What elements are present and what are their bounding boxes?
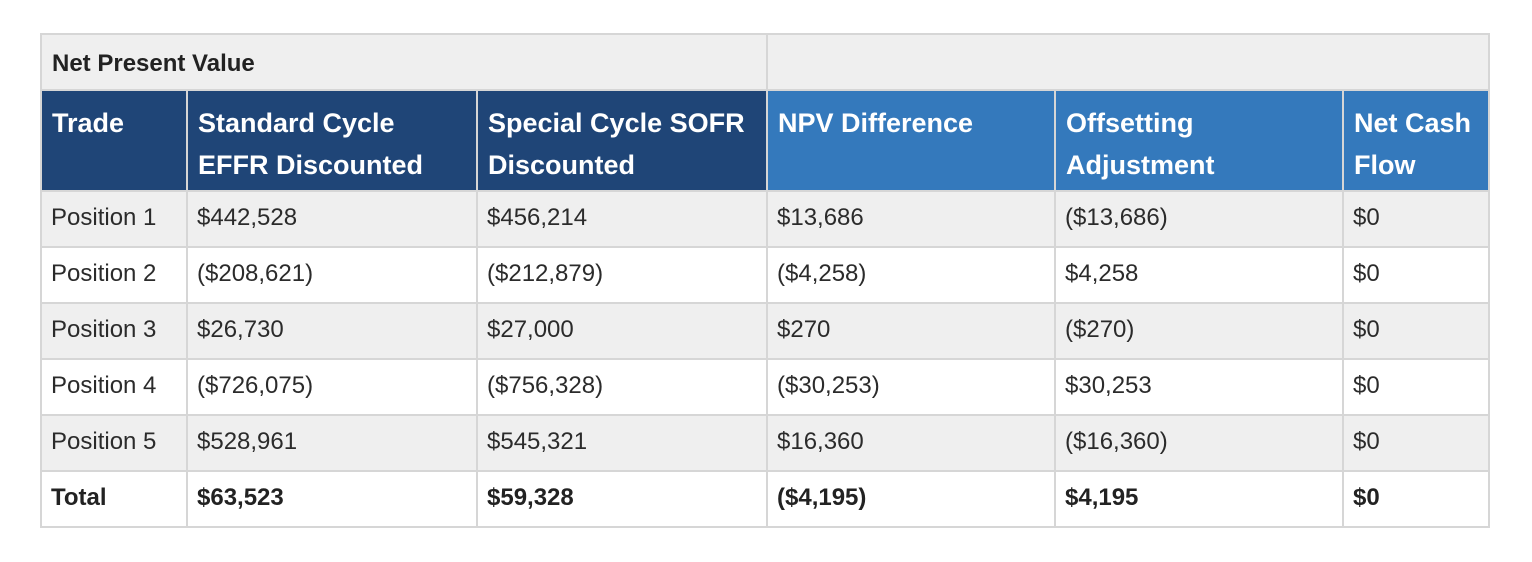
cell-offsetting-adjustment: $30,253: [1054, 358, 1344, 416]
cell-offsetting-adjustment: ($16,360): [1054, 414, 1344, 472]
total-net-cash-flow: $0: [1341, 470, 1491, 528]
header-special-cycle-sofr: Special Cycle SOFR Discounted: [476, 89, 768, 192]
table-row: Position 3 $26,730 $27,000 $270 ($270) $…: [40, 302, 1491, 360]
cell-net-cash-flow: $0: [1341, 358, 1491, 416]
cell-npv-difference: $270: [766, 302, 1056, 360]
cell-net-cash-flow: $0: [1341, 246, 1491, 304]
table-caption: Net Present Value: [40, 33, 768, 91]
cell-standard-cycle: ($726,075): [186, 358, 478, 416]
total-offsetting-adjustment: $4,195: [1054, 470, 1344, 528]
cell-special-cycle: ($756,328): [476, 358, 768, 416]
cell-trade: Position 5: [40, 414, 188, 472]
table-row: Position 2 ($208,621) ($212,879) ($4,258…: [40, 246, 1491, 304]
table-caption-blank: [765, 33, 1491, 91]
total-npv-difference: ($4,195): [766, 470, 1056, 528]
cell-standard-cycle: $26,730: [186, 302, 478, 360]
cell-npv-difference: ($30,253): [766, 358, 1056, 416]
total-label: Total: [40, 470, 188, 528]
header-npv-difference: NPV Difference: [766, 89, 1056, 192]
cell-special-cycle: $456,214: [476, 190, 768, 248]
cell-offsetting-adjustment: $4,258: [1054, 246, 1344, 304]
cell-standard-cycle: $528,961: [186, 414, 478, 472]
cell-offsetting-adjustment: ($270): [1054, 302, 1344, 360]
cell-net-cash-flow: $0: [1341, 190, 1491, 248]
cell-npv-difference: $13,686: [766, 190, 1056, 248]
table-caption-row: Net Present Value: [40, 33, 1491, 91]
cell-net-cash-flow: $0: [1341, 302, 1491, 360]
cell-standard-cycle: $442,528: [186, 190, 478, 248]
cell-trade: Position 4: [40, 358, 188, 416]
table-total-row: Total $63,523 $59,328 ($4,195) $4,195 $0: [40, 470, 1491, 528]
cell-net-cash-flow: $0: [1341, 414, 1491, 472]
cell-npv-difference: ($4,258): [766, 246, 1056, 304]
cell-trade: Position 2: [40, 246, 188, 304]
total-special-cycle: $59,328: [476, 470, 768, 528]
header-offsetting-adjustment: Offsetting Adjustment: [1054, 89, 1344, 192]
cell-special-cycle: ($212,879): [476, 246, 768, 304]
header-trade: Trade: [40, 89, 188, 192]
cell-special-cycle: $545,321: [476, 414, 768, 472]
cell-standard-cycle: ($208,621): [186, 246, 478, 304]
cell-offsetting-adjustment: ($13,686): [1054, 190, 1344, 248]
table-row: Position 1 $442,528 $456,214 $13,686 ($1…: [40, 190, 1491, 248]
cell-special-cycle: $27,000: [476, 302, 768, 360]
table-row: Position 5 $528,961 $545,321 $16,360 ($1…: [40, 414, 1491, 472]
total-standard-cycle: $63,523: [186, 470, 478, 528]
npv-table: Net Present Value Trade Standard Cycle E…: [40, 33, 1491, 528]
table-header-row: Trade Standard Cycle EFFR Discounted Spe…: [40, 89, 1491, 192]
header-net-cash-flow: Net Cash Flow: [1341, 89, 1491, 192]
cell-trade: Position 3: [40, 302, 188, 360]
table-row: Position 4 ($726,075) ($756,328) ($30,25…: [40, 358, 1491, 416]
cell-trade: Position 1: [40, 190, 188, 248]
cell-npv-difference: $16,360: [766, 414, 1056, 472]
header-standard-cycle-effr: Standard Cycle EFFR Discounted: [186, 89, 478, 192]
